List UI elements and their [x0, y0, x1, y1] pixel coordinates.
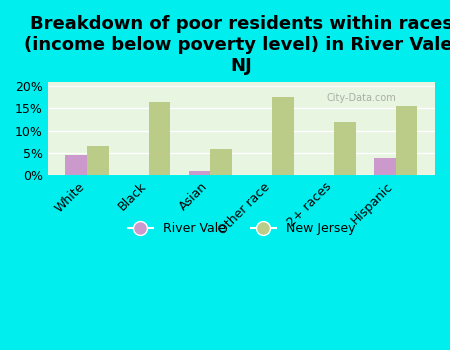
Bar: [211, 149, 232, 175]
Text: City-Data.com: City-Data.com: [327, 93, 396, 103]
Bar: [396, 106, 418, 175]
Bar: [272, 97, 294, 175]
Bar: [87, 146, 108, 175]
Bar: [334, 122, 356, 175]
Title: Breakdown of poor residents within races
(income below poverty level) in River V: Breakdown of poor residents within races…: [23, 15, 450, 75]
Legend: River Vale, New Jersey: River Vale, New Jersey: [122, 217, 360, 240]
Bar: [148, 102, 171, 175]
Bar: [189, 171, 211, 175]
Bar: [65, 155, 87, 175]
Bar: [374, 158, 396, 175]
